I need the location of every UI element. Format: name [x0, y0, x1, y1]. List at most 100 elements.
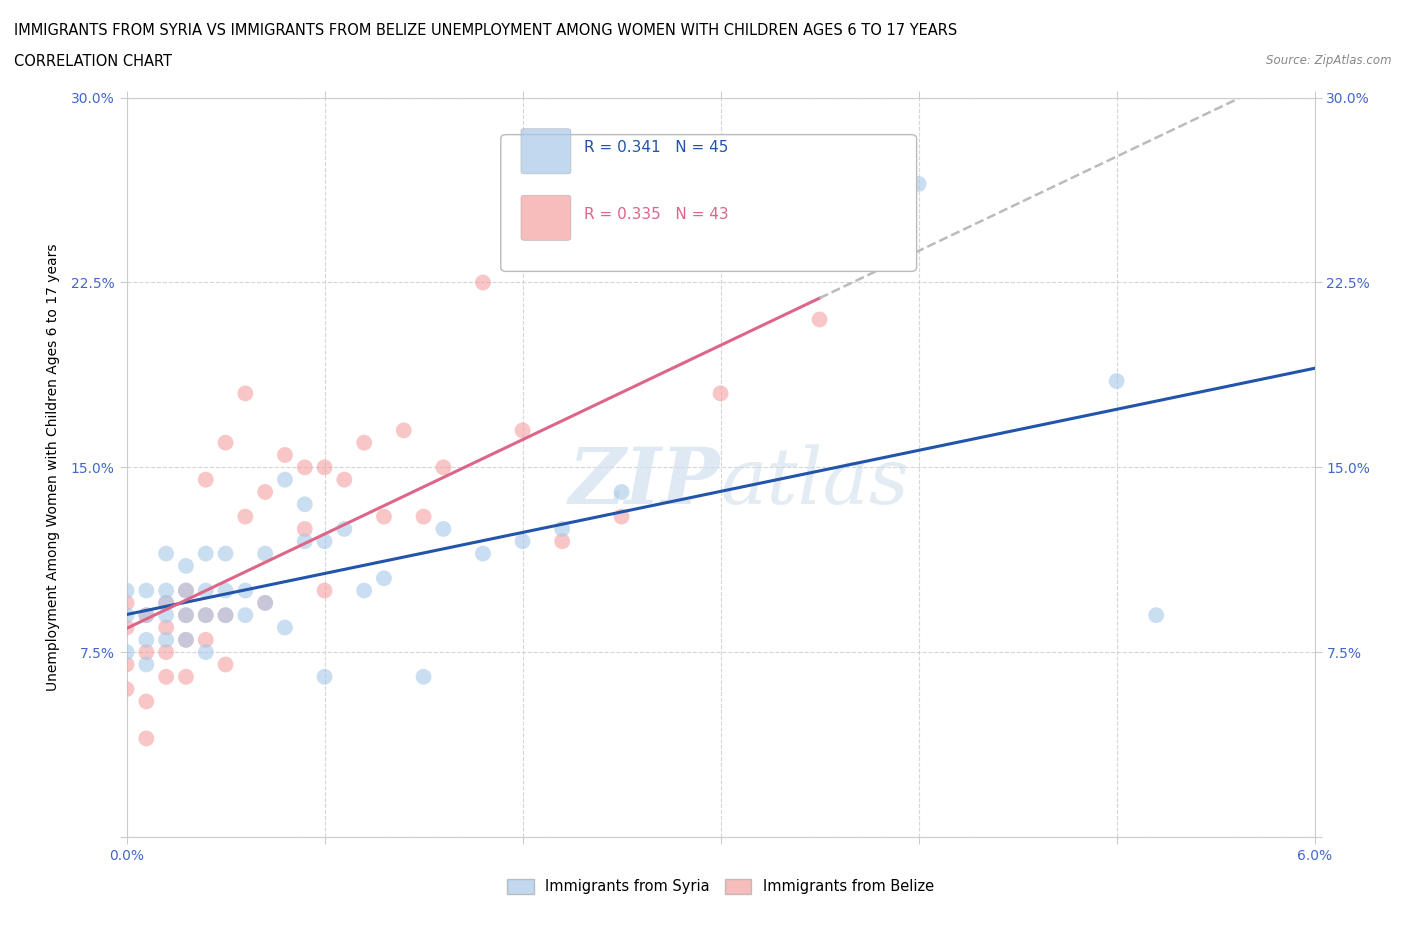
- Point: [194, 546, 217, 561]
- Point: [709, 386, 731, 401]
- Point: [194, 608, 217, 623]
- Point: [314, 670, 336, 684]
- Point: [115, 682, 138, 697]
- Point: [155, 595, 177, 610]
- Point: [174, 583, 197, 598]
- Text: ZIP: ZIP: [569, 444, 720, 521]
- Point: [333, 522, 356, 537]
- Point: [155, 644, 177, 659]
- Point: [135, 694, 157, 709]
- Legend: Immigrants from Syria, Immigrants from Belize: Immigrants from Syria, Immigrants from B…: [502, 873, 939, 900]
- Point: [135, 731, 157, 746]
- Point: [907, 177, 929, 192]
- Point: [314, 583, 336, 598]
- Point: [1144, 608, 1167, 623]
- Text: CORRELATION CHART: CORRELATION CHART: [14, 54, 172, 69]
- Point: [314, 460, 336, 474]
- Point: [214, 435, 236, 450]
- Point: [214, 608, 236, 623]
- Point: [174, 632, 197, 647]
- Point: [214, 583, 236, 598]
- Point: [155, 608, 177, 623]
- Point: [472, 275, 495, 290]
- Point: [174, 558, 197, 573]
- Text: Source: ZipAtlas.com: Source: ZipAtlas.com: [1267, 54, 1392, 67]
- Point: [610, 510, 633, 525]
- Text: R = 0.341   N = 45: R = 0.341 N = 45: [583, 140, 728, 155]
- Point: [135, 583, 157, 598]
- Point: [214, 657, 236, 671]
- Point: [233, 386, 257, 401]
- Text: IMMIGRANTS FROM SYRIA VS IMMIGRANTS FROM BELIZE UNEMPLOYMENT AMONG WOMEN WITH CH: IMMIGRANTS FROM SYRIA VS IMMIGRANTS FROM…: [14, 23, 957, 38]
- Text: R = 0.335   N = 43: R = 0.335 N = 43: [583, 207, 728, 222]
- FancyBboxPatch shape: [522, 195, 571, 240]
- Point: [373, 510, 395, 525]
- Point: [115, 657, 138, 671]
- Point: [373, 571, 395, 586]
- Point: [155, 546, 177, 561]
- Point: [115, 644, 138, 659]
- Point: [254, 485, 277, 499]
- Point: [233, 583, 257, 598]
- Point: [174, 583, 197, 598]
- Point: [610, 485, 633, 499]
- Point: [254, 595, 277, 610]
- Point: [274, 447, 297, 462]
- Point: [472, 546, 495, 561]
- Point: [333, 472, 356, 487]
- Point: [254, 595, 277, 610]
- Point: [274, 472, 297, 487]
- Point: [214, 546, 236, 561]
- Point: [432, 522, 454, 537]
- Point: [551, 534, 574, 549]
- Point: [1105, 374, 1128, 389]
- Point: [155, 620, 177, 635]
- Point: [194, 472, 217, 487]
- FancyBboxPatch shape: [501, 135, 917, 272]
- Point: [512, 423, 534, 438]
- Point: [194, 583, 217, 598]
- Point: [174, 632, 197, 647]
- FancyBboxPatch shape: [522, 128, 571, 174]
- Point: [254, 546, 277, 561]
- Text: atlas: atlas: [720, 444, 910, 520]
- Point: [174, 608, 197, 623]
- Point: [115, 620, 138, 635]
- Point: [135, 608, 157, 623]
- Point: [174, 670, 197, 684]
- Point: [412, 670, 434, 684]
- Point: [294, 497, 316, 512]
- Point: [194, 644, 217, 659]
- Y-axis label: Unemployment Among Women with Children Ages 6 to 17 years: Unemployment Among Women with Children A…: [46, 244, 59, 691]
- Point: [392, 423, 415, 438]
- Point: [808, 312, 831, 327]
- Point: [294, 534, 316, 549]
- Point: [115, 583, 138, 598]
- Point: [155, 595, 177, 610]
- Point: [115, 608, 138, 623]
- Point: [155, 632, 177, 647]
- Point: [432, 460, 454, 474]
- Point: [214, 608, 236, 623]
- Point: [135, 632, 157, 647]
- Point: [314, 534, 336, 549]
- Point: [512, 534, 534, 549]
- Point: [233, 510, 257, 525]
- Point: [274, 620, 297, 635]
- Point: [294, 460, 316, 474]
- Point: [135, 644, 157, 659]
- Point: [155, 670, 177, 684]
- Point: [294, 522, 316, 537]
- Point: [135, 657, 157, 671]
- Point: [174, 608, 197, 623]
- Point: [233, 608, 257, 623]
- Point: [353, 435, 375, 450]
- Point: [155, 583, 177, 598]
- Point: [353, 583, 375, 598]
- Point: [551, 522, 574, 537]
- Point: [412, 510, 434, 525]
- Point: [115, 595, 138, 610]
- Point: [194, 608, 217, 623]
- Point: [135, 608, 157, 623]
- Point: [194, 632, 217, 647]
